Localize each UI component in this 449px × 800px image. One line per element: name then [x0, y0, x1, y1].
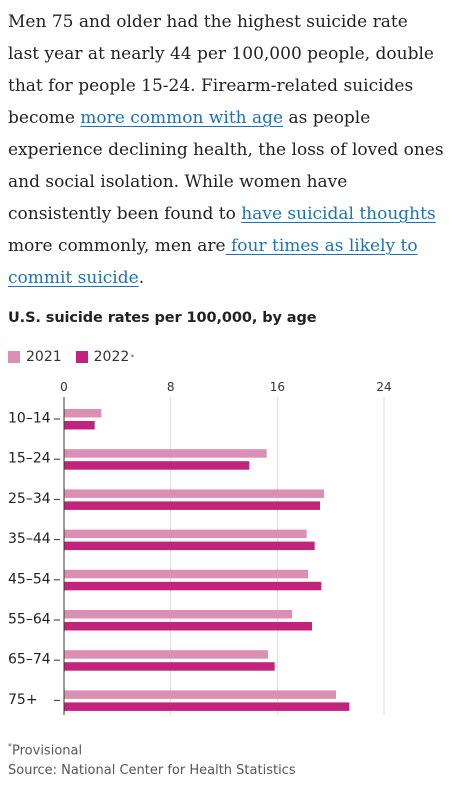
bar-chart: 0 8 16 24 10–14 15–24 25–34 35–44 45–54 55–64 65–7…	[8, 380, 392, 715]
article-text-2: as people experience declining health, t…	[8, 108, 444, 224]
chart-title: U.S. suicide rates per 100,000, by age	[8, 310, 317, 326]
bar-2021	[64, 409, 102, 418]
source-line: Source: National Center for Health Stati…	[8, 763, 296, 779]
legend-item-2021: 2021	[8, 349, 62, 365]
category-label: 45–54	[8, 571, 51, 587]
category-label: 65–74	[8, 652, 51, 668]
bar-2022	[64, 622, 312, 631]
footnote: *Provisional	[8, 737, 296, 761]
x-tick-label: 8	[167, 380, 175, 394]
bar-2021	[64, 650, 268, 659]
category-label: 35–44	[8, 531, 51, 547]
bar-2021	[64, 529, 307, 539]
legend-swatch-2022	[75, 351, 88, 363]
bar-2021	[64, 690, 336, 699]
bar-2022	[64, 702, 350, 711]
legend-footnote-marker: *	[130, 352, 135, 362]
bar-2021	[64, 489, 324, 498]
legend-swatch-2021	[8, 351, 20, 363]
legend-item-2022: 2022 *	[75, 349, 135, 365]
x-tick-label: 24	[376, 380, 391, 394]
bar-2022	[64, 541, 315, 551]
category-label: 10–14	[8, 411, 51, 427]
category-label: 25–34	[8, 491, 51, 507]
category-label: 55–64	[8, 612, 51, 628]
link-more-common-with-age[interactable]: more common with age	[80, 108, 284, 128]
link-four-times-as-likely[interactable]: four times as likely to commit suicide	[8, 236, 418, 288]
x-tick-label: 16	[270, 380, 285, 394]
category-label: 75+	[8, 692, 38, 708]
chart-notes: *Provisional Source: National Center for…	[8, 737, 296, 781]
category-label: 15–24	[8, 451, 51, 467]
bar-2021	[64, 569, 308, 579]
bar-2021	[64, 610, 292, 619]
bar-2022	[64, 662, 275, 671]
footnote-marker: *	[8, 742, 12, 751]
x-tick-label: 0	[60, 380, 68, 394]
legend-label-2022: 2022	[93, 349, 130, 365]
article-text-4: .	[138, 268, 145, 288]
chart-legend: 2021 2022 *	[8, 349, 148, 365]
legend-label-2021: 2021	[26, 349, 62, 365]
article-text-1: Men 75 and older had the highest suicide…	[8, 12, 434, 128]
bar-2021	[64, 449, 267, 458]
article-text-3: more commonly, men are	[8, 236, 226, 256]
article-paragraph: Men 75 and older had the highest suicide…	[8, 6, 444, 294]
link-have-suicidal-thoughts[interactable]: have suicidal thoughts	[241, 204, 436, 224]
bar-2022	[64, 421, 95, 430]
bar-2022	[64, 581, 322, 591]
bar-2022	[64, 501, 320, 510]
footnote-text: Provisional	[12, 743, 83, 759]
bar-2022	[64, 461, 250, 470]
